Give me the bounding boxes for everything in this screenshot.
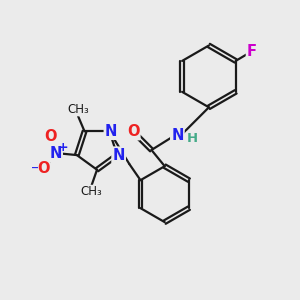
Text: H: H [187,132,198,145]
Text: O: O [127,124,140,139]
Text: ⁻: ⁻ [31,164,39,179]
Text: N: N [112,148,125,163]
Text: N: N [50,146,62,161]
Text: N: N [105,124,117,139]
Text: O: O [44,129,57,144]
Text: CH₃: CH₃ [67,103,89,116]
Text: +: + [58,141,68,154]
Text: N: N [171,128,184,143]
Text: O: O [37,161,50,176]
Text: CH₃: CH₃ [81,185,103,198]
Text: F: F [247,44,257,59]
